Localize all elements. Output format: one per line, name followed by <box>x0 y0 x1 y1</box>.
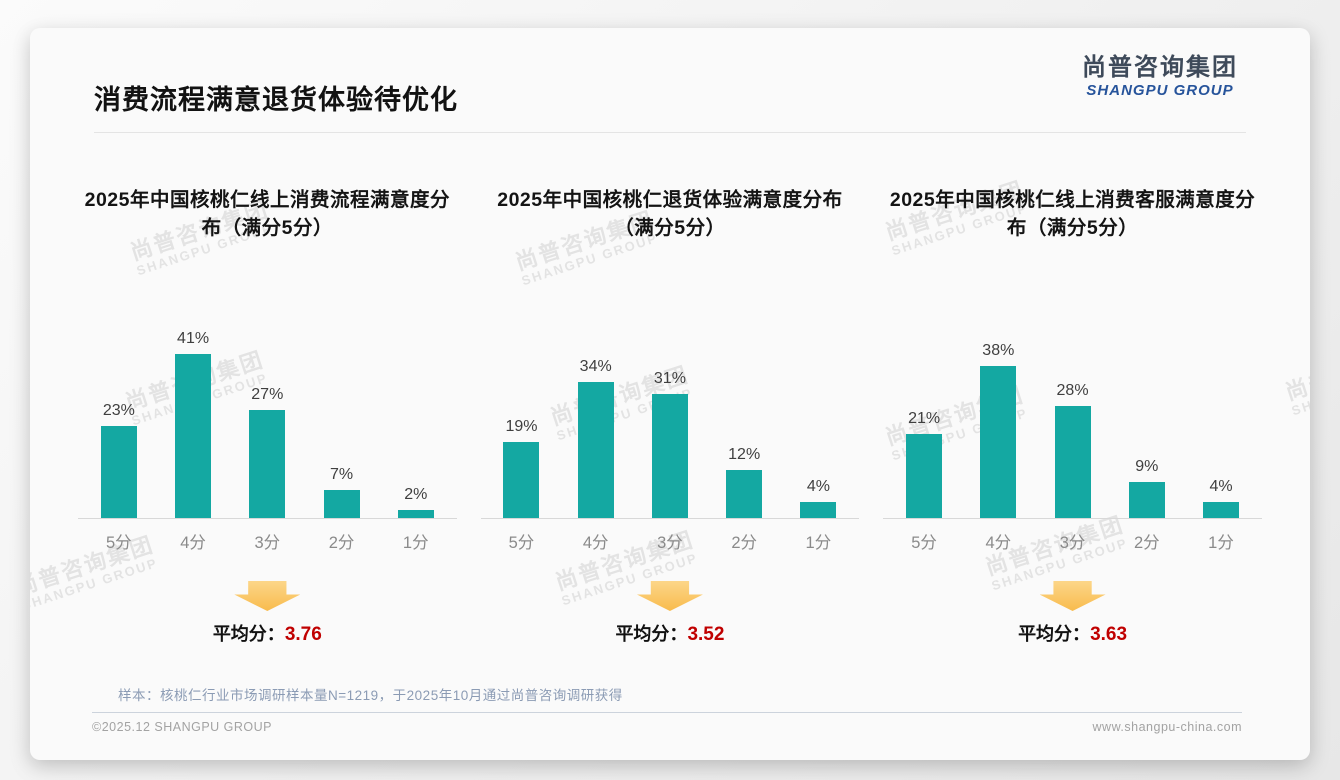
category-label: 5分 <box>508 534 535 552</box>
category-label: 2分 <box>1133 534 1160 552</box>
bar-value-label: 4% <box>1209 478 1233 495</box>
slide-header: 消费流程满意退货体验待优化 尚普咨询集团 SHANGPU GROUP <box>30 28 1310 133</box>
bar <box>249 410 286 518</box>
average-score-row: 平均分：3.76 <box>78 620 457 646</box>
bar-chart: 2025年中国核桃仁线上消费客服满意度分布（满分5分） 21% 38% 28% 9% 4… <box>871 187 1274 646</box>
average-label: 平均分： <box>212 624 285 644</box>
bar-value-label: 7% <box>329 466 354 483</box>
category-label: 4分 <box>180 534 206 552</box>
bar <box>503 442 540 518</box>
bar <box>980 366 1017 518</box>
bar-value-label: 12% <box>728 446 761 463</box>
arrow-down-icon <box>1039 581 1106 611</box>
bar-value-label: 31% <box>653 370 686 387</box>
average-label: 平均分： <box>1018 624 1091 644</box>
chart-category-axis: 5分 4分 3分 2分 1分 <box>78 529 457 553</box>
chart-category-axis: 5分 4分 3分 2分 1分 <box>883 529 1262 553</box>
bottom-bar: ©2025.12 SHANGPU GROUP www.shangpu-china… <box>92 712 1242 734</box>
bar <box>100 426 137 518</box>
average-value: 3.63 <box>1090 624 1128 645</box>
chart-plot-area: 19% 34% 31% 12% 4% <box>480 269 860 519</box>
bar-slot: 28% <box>1038 382 1108 518</box>
category-label: 1分 <box>1208 534 1234 552</box>
average-value: 3.76 <box>284 624 322 645</box>
bar-slot: 21% <box>889 410 959 518</box>
bar-slot: 34% <box>561 358 631 518</box>
bar-value-label: 41% <box>177 330 210 347</box>
bar-chart: 2025年中国核桃仁线上消费流程满意度分布（满分5分） 23% 41% 27% 7% 2… <box>66 187 469 646</box>
bar <box>1203 502 1240 518</box>
category-label: 3分 <box>254 534 281 552</box>
logo-english-text: SHANGPU GROUP <box>1086 82 1234 100</box>
bar-slot: 27% <box>232 386 302 518</box>
category-label: 2分 <box>328 534 355 552</box>
bar-value-label: 9% <box>1135 458 1159 475</box>
bar-value-label: 19% <box>505 418 538 435</box>
bar <box>726 470 763 518</box>
average-label: 平均分： <box>615 624 688 644</box>
bar <box>577 382 614 518</box>
logo-chinese-text: 尚普咨询集团 <box>1082 54 1238 81</box>
bar <box>651 394 688 518</box>
copyright-text: ©2025.12 SHANGPU GROUP <box>92 720 272 734</box>
bar <box>1128 482 1165 518</box>
bar-value-label: 27% <box>251 386 284 403</box>
website-text: www.shangpu-china.com <box>1092 720 1242 734</box>
bar <box>906 434 943 518</box>
chart-title: 2025年中国核桃仁线上消费客服满意度分布（满分5分） <box>889 189 1256 239</box>
chart-plot-area: 23% 41% 27% 7% 2% <box>78 269 457 519</box>
bar <box>397 510 434 518</box>
bar-slot: 4% <box>1186 478 1256 518</box>
bar-slot: 31% <box>635 370 705 518</box>
bar-slot: 9% <box>1112 458 1182 518</box>
category-label: 1分 <box>805 534 832 552</box>
bar <box>323 490 360 518</box>
category-label: 4分 <box>582 534 609 552</box>
arrow-down-icon <box>234 581 301 611</box>
bar-chart: 2025年中国核桃仁退货体验满意度分布（满分5分） 19% 34% 31% 12% 4%… <box>469 187 872 646</box>
average-value: 3.52 <box>687 624 725 645</box>
bar-value-label: 34% <box>579 358 612 375</box>
bar-value-label: 38% <box>982 342 1015 359</box>
bar <box>800 502 837 518</box>
chart-title: 2025年中国核桃仁线上消费流程满意度分布（满分5分） <box>84 189 450 239</box>
bar <box>175 354 212 518</box>
category-label: 2分 <box>731 534 757 552</box>
bar <box>1054 406 1091 518</box>
chart-title: 2025年中国核桃仁退货体验满意度分布（满分5分） <box>497 189 843 239</box>
bar-value-label: 28% <box>1056 382 1089 399</box>
category-label: 4分 <box>985 534 1012 552</box>
bar-slot: 4% <box>784 478 854 518</box>
bar-slot: 19% <box>487 418 557 518</box>
category-label: 5分 <box>911 534 937 552</box>
charts-row: 2025年中国核桃仁线上消费流程满意度分布（满分5分） 23% 41% 27% 7% 2… <box>30 187 1310 646</box>
bar-slot: 7% <box>307 466 377 518</box>
bar-value-label: 23% <box>102 402 135 419</box>
arrow-down-icon <box>636 581 703 611</box>
category-label: 5分 <box>105 534 132 552</box>
bar-slot: 38% <box>963 342 1033 518</box>
bar-value-label: 2% <box>404 486 428 503</box>
average-score-row: 平均分：3.63 <box>883 620 1262 646</box>
chart-category-axis: 5分 4分 3分 2分 1分 <box>481 529 860 553</box>
page-title: 消费流程满意退货体验待优化 <box>94 85 458 115</box>
category-label: 1分 <box>402 534 429 552</box>
company-logo: 尚普咨询集团 SHANGPU GROUP <box>1082 54 1238 100</box>
average-score-row: 平均分：3.52 <box>481 620 860 646</box>
bar-slot: 2% <box>381 486 451 518</box>
chart-plot-area: 21% 38% 28% 9% 4% <box>883 269 1262 519</box>
bar-slot: 41% <box>158 330 228 518</box>
category-label: 3分 <box>1059 534 1086 552</box>
header-divider <box>94 132 1246 133</box>
bar-value-label: 21% <box>908 410 941 427</box>
sample-note: 样本：核桃仁行业市场调研样本量N=1219，于2025年10月通过尚普咨询调研获… <box>118 688 623 703</box>
bar-value-label: 4% <box>806 478 830 495</box>
bar-slot: 12% <box>709 446 779 518</box>
bar-slot: 23% <box>84 402 154 518</box>
category-label: 3分 <box>657 534 683 552</box>
